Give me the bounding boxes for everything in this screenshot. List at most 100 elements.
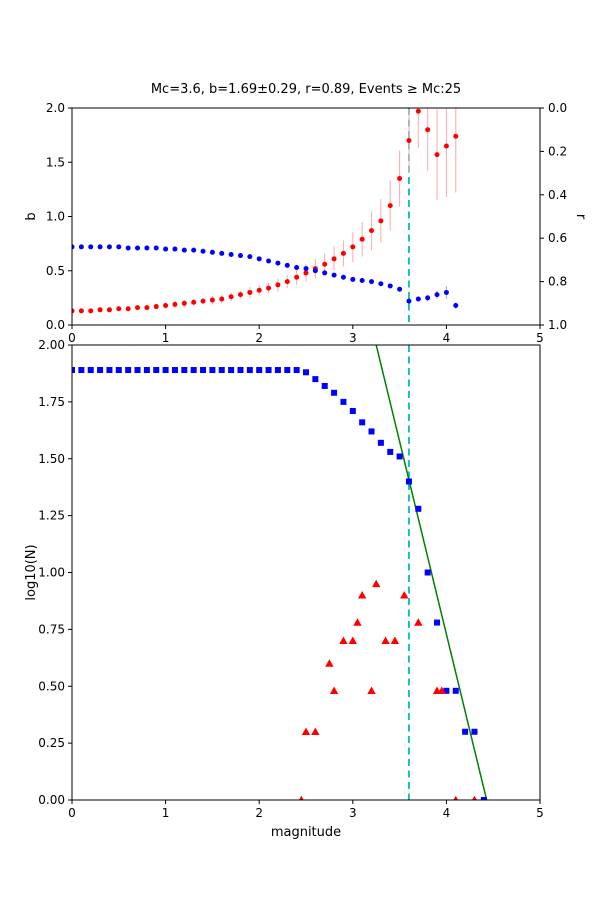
y-axis-label: log10(N) [24, 544, 39, 600]
x-tick-label: 3 [349, 331, 357, 345]
cumulative-counts-marker [359, 419, 366, 426]
b-value-marker [266, 285, 272, 291]
b-value-marker [294, 274, 300, 280]
incremental-counts-marker [298, 795, 304, 800]
cumulative-counts-marker [415, 505, 422, 512]
right-tick-label: 0.0 [548, 101, 567, 115]
y-tick-label: 0.75 [38, 622, 65, 636]
b-value-marker [453, 133, 459, 139]
cumulative-counts-marker [321, 382, 328, 389]
r-correlation-marker [237, 253, 243, 259]
cumulative-counts-marker [265, 367, 272, 374]
cumulative-counts-marker [228, 367, 235, 374]
incremental-counts-marker [381, 636, 390, 644]
cumulative-counts-marker [480, 797, 487, 800]
r-correlation-marker [387, 283, 393, 289]
cumulative-counts-marker [312, 376, 319, 383]
cumulative-counts-marker [218, 367, 225, 374]
b-value-marker [425, 127, 431, 133]
r-correlation-marker [172, 246, 178, 252]
cumulative-counts-marker [237, 367, 244, 374]
b-value-marker [116, 306, 122, 312]
incremental-counts-marker [329, 686, 339, 694]
x-tick-label: 5 [536, 331, 544, 345]
b-value-marker [191, 299, 197, 305]
x-tick-label: 5 [536, 806, 544, 820]
incremental-counts-marker [414, 618, 423, 626]
cumulative-counts-marker [143, 367, 150, 374]
b-value-marker [228, 294, 234, 300]
cumulative-counts-marker [171, 367, 178, 374]
y-tick-label: 1.75 [38, 395, 65, 409]
cumulative-counts-series [72, 367, 487, 800]
incremental-counts-marker [357, 590, 367, 599]
b-value-marker [144, 305, 150, 311]
y-tick-label: 1.00 [38, 566, 65, 580]
incremental-counts-marker [353, 618, 362, 626]
cumulative-counts-marker [115, 367, 122, 374]
incremental-counts-marker [339, 636, 348, 644]
r-correlation-marker [425, 295, 431, 301]
b-value-marker [369, 228, 375, 234]
y-axis-label: b [24, 212, 39, 220]
cumulative-counts-marker [97, 367, 104, 374]
b-value-marker [406, 138, 412, 144]
incremental-counts-marker [301, 727, 311, 735]
x-tick-label: 2 [255, 331, 263, 345]
right-tick-label: 0.4 [548, 188, 567, 202]
b-value-marker [359, 236, 365, 242]
r-correlation-marker [312, 268, 318, 274]
x-axis-label: magnitude [271, 825, 341, 840]
r-correlation-marker [125, 245, 131, 251]
r-correlation-marker [256, 256, 262, 262]
x-tick-label: 3 [349, 806, 357, 820]
cumulative-counts-marker [434, 619, 441, 626]
cumulative-counts-marker [106, 367, 113, 374]
r-correlation-marker [322, 270, 328, 276]
b-value-marker [237, 292, 243, 298]
b-value-marker [106, 307, 112, 313]
r-correlation-marker [303, 266, 309, 272]
y-tick-label: 0.5 [46, 264, 65, 278]
incremental-counts-marker [325, 659, 334, 667]
b-value-marker [163, 302, 169, 308]
r-correlation-marker [163, 246, 169, 252]
incremental-counts-marker [311, 727, 320, 735]
cumulative-counts-marker [134, 367, 141, 374]
axes-border [71, 107, 541, 326]
b-value-marker [387, 203, 393, 209]
cumulative-counts-marker [443, 687, 450, 694]
right-tick-label: 0.8 [548, 275, 567, 289]
y-tick-label: 2.0 [46, 101, 65, 115]
cumulative-counts-marker [349, 407, 356, 414]
r-correlation-marker [378, 281, 384, 287]
r-correlation-marker [397, 286, 403, 292]
gutenberg-richter-fit [375, 345, 488, 800]
r-correlation-marker [181, 247, 187, 253]
r-correlation-marker [72, 244, 75, 250]
cumulative-counts-marker [377, 439, 384, 446]
r-correlation-marker [359, 278, 365, 284]
b-r-vs-cutoff-chart: 0 1 2 3 4 5 0.0 0.5 1.0 1.5 2.0 0.0 0.2 0.4 0.6 0.8 1.0 r… [24, 101, 588, 345]
cumulative-counts-marker [274, 367, 281, 374]
r-correlation-marker [135, 245, 141, 251]
r-correlation-marker [153, 245, 159, 251]
y-tick-label: 1.0 [46, 210, 65, 224]
r-correlation-marker [144, 245, 150, 251]
b-value-marker [340, 250, 346, 256]
cumulative-counts-marker [405, 478, 412, 485]
incremental-counts-marker [400, 590, 409, 599]
r-correlation-marker [247, 254, 253, 260]
b-value-marker [153, 304, 159, 310]
cumulative-counts-marker [200, 367, 207, 374]
r-correlation-marker [406, 298, 412, 304]
b-value-marker [434, 152, 440, 158]
cumulative-counts-marker [181, 367, 188, 374]
b-value-marker [125, 306, 131, 312]
y-tick-label: 1.25 [38, 509, 65, 523]
b-value-marker [88, 308, 94, 314]
incremental-counts-marker [437, 686, 446, 694]
r-correlation-marker [219, 250, 225, 256]
b-value-marker [181, 300, 187, 306]
